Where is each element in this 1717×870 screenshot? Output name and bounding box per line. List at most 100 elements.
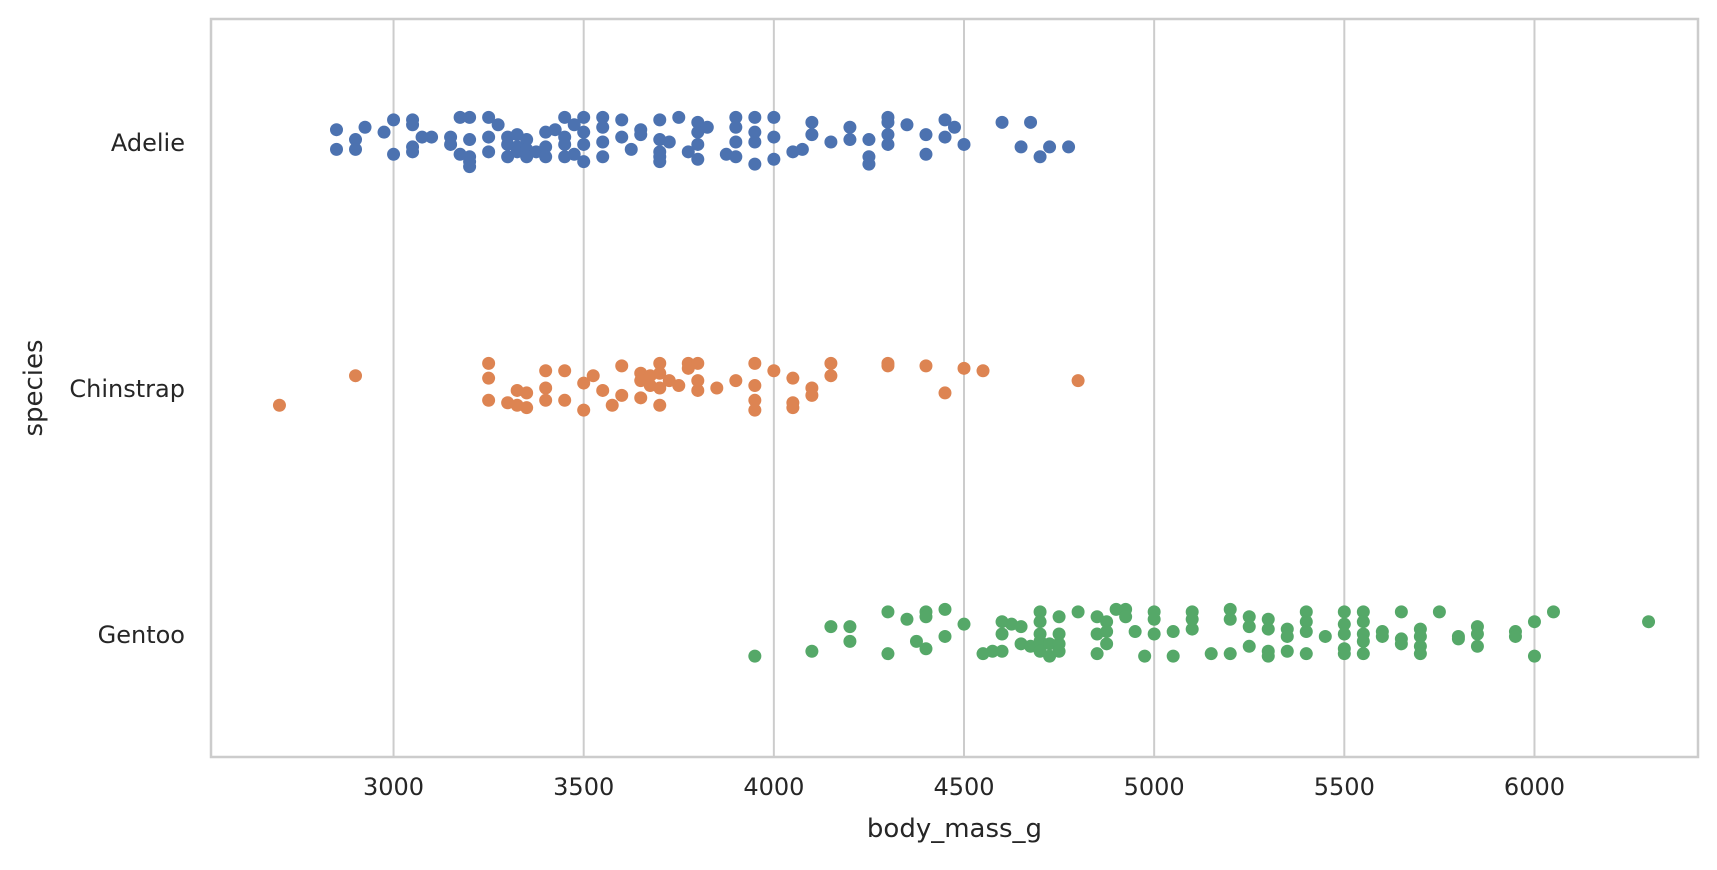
data-point — [1242, 620, 1256, 634]
data-point — [986, 644, 1000, 658]
data-point — [463, 110, 477, 124]
data-point — [1261, 612, 1275, 626]
data-point — [1642, 615, 1656, 629]
data-point — [387, 147, 401, 161]
data-point — [900, 612, 914, 626]
data-point — [748, 649, 762, 663]
data-point — [1071, 374, 1085, 388]
data-point — [881, 137, 895, 151]
data-point — [729, 110, 743, 124]
data-point — [957, 361, 971, 375]
data-point — [330, 123, 344, 137]
data-point — [577, 125, 591, 139]
data-point — [976, 364, 990, 378]
data-point — [691, 137, 705, 151]
data-point — [1318, 629, 1332, 643]
data-point — [634, 128, 648, 142]
data-point — [1375, 629, 1389, 643]
data-point — [577, 137, 591, 151]
data-point — [1299, 625, 1313, 639]
data-point — [1299, 615, 1313, 629]
data-point — [653, 113, 667, 127]
data-point — [491, 118, 505, 132]
x-tick-label: 6000 — [1504, 773, 1565, 801]
data-point — [957, 137, 971, 151]
data-point — [995, 115, 1009, 129]
data-point — [520, 386, 534, 400]
data-point — [558, 110, 572, 124]
data-point — [653, 356, 667, 370]
data-point — [1413, 629, 1427, 643]
data-point — [406, 118, 420, 132]
data-point — [767, 130, 781, 144]
data-point — [453, 110, 467, 124]
data-point — [596, 150, 610, 164]
data-point — [919, 359, 933, 373]
data-point — [948, 120, 961, 134]
data-point — [881, 115, 895, 129]
data-point — [1337, 617, 1351, 631]
data-point — [786, 371, 800, 385]
data-point — [1451, 632, 1465, 646]
data-point — [748, 135, 762, 149]
data-point — [729, 120, 743, 134]
data-point — [1090, 647, 1104, 661]
data-point — [1413, 647, 1427, 661]
data-point — [1109, 602, 1123, 616]
data-point — [843, 120, 857, 134]
data-point — [938, 386, 952, 400]
data-point — [881, 605, 895, 619]
x-tick-label: 3000 — [363, 773, 424, 801]
y-tick-label: Adelie — [111, 129, 185, 157]
data-point — [748, 356, 762, 370]
data-point — [881, 128, 895, 142]
data-point — [653, 398, 667, 412]
data-point — [567, 118, 581, 132]
data-point — [1242, 639, 1256, 653]
series-chinstrap — [272, 356, 1085, 417]
data-point — [463, 160, 477, 174]
data-point — [995, 627, 1009, 641]
data-point — [272, 398, 286, 412]
data-point — [444, 137, 458, 151]
data-point — [805, 128, 819, 142]
data-point — [1356, 615, 1370, 629]
data-point — [1470, 639, 1484, 653]
data-point — [482, 393, 496, 407]
data-point — [387, 113, 401, 127]
data-point — [653, 366, 667, 380]
data-point — [1052, 644, 1066, 658]
data-point — [1014, 140, 1028, 154]
data-point — [805, 644, 819, 658]
data-point — [615, 130, 629, 144]
data-point — [691, 374, 705, 388]
data-point — [463, 133, 477, 147]
data-point — [748, 393, 762, 407]
data-point — [482, 356, 496, 370]
data-point — [1062, 140, 1076, 154]
data-point — [1071, 605, 1085, 619]
data-point — [1527, 615, 1541, 629]
data-point — [700, 120, 714, 134]
data-point — [539, 364, 553, 378]
data-point — [1261, 649, 1275, 663]
data-point — [1185, 612, 1199, 626]
data-point — [1138, 649, 1152, 663]
data-point — [482, 371, 496, 385]
data-point — [1223, 612, 1237, 626]
data-point — [881, 647, 895, 661]
y-tick-label: Chinstrap — [69, 375, 185, 403]
data-point — [1356, 647, 1370, 661]
data-point — [653, 155, 667, 169]
data-point — [596, 383, 610, 397]
data-point — [1204, 647, 1218, 661]
data-point — [691, 356, 705, 370]
data-point — [615, 388, 629, 402]
data-point — [330, 142, 344, 156]
data-point — [520, 133, 534, 147]
data-point — [862, 157, 876, 171]
plot-frame — [209, 17, 1700, 759]
data-point — [729, 150, 743, 164]
data-point — [843, 620, 857, 634]
data-point — [1043, 140, 1057, 154]
